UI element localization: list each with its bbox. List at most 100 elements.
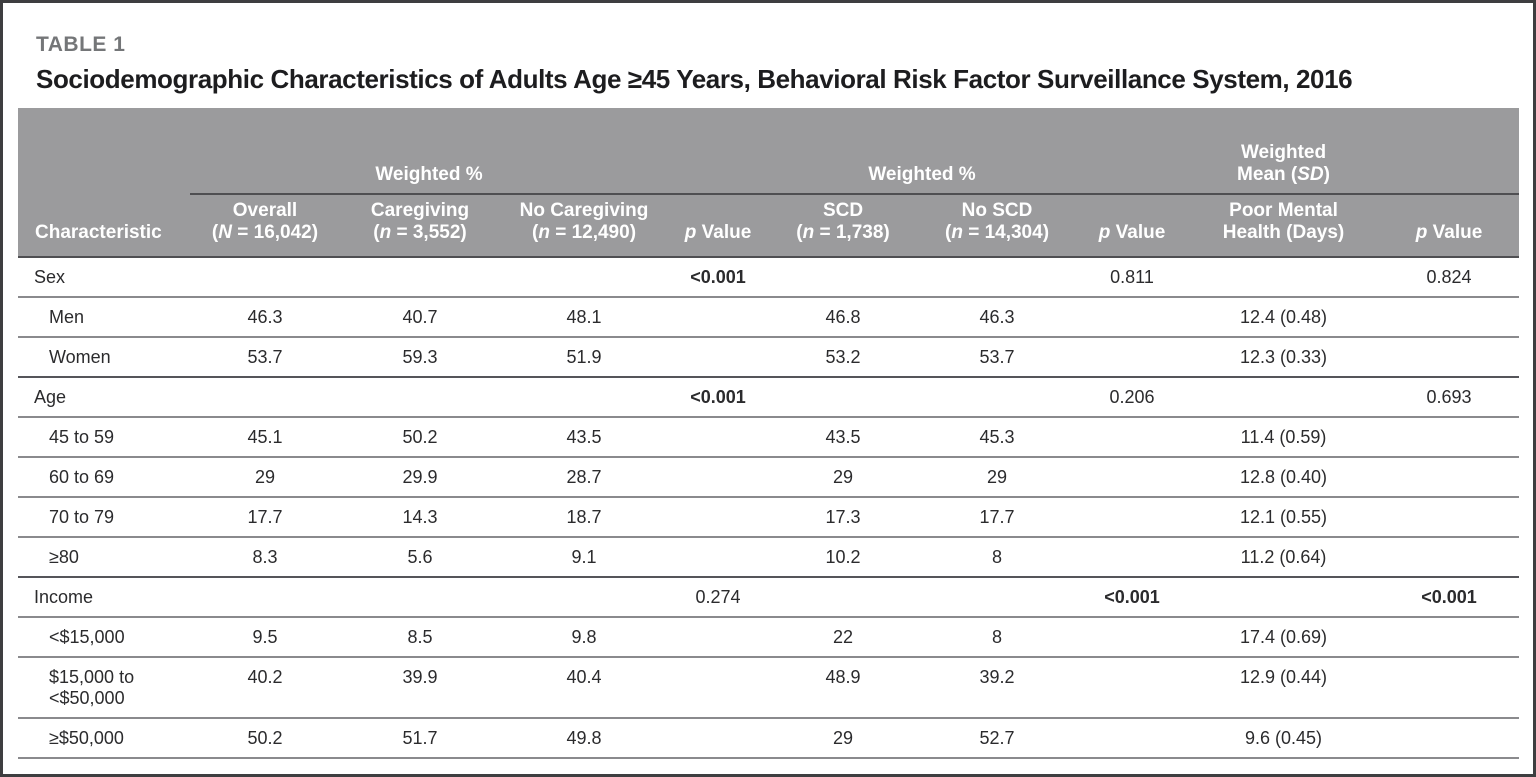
section-row: Income 0.274 <0.001 <0.001 bbox=[18, 577, 1520, 617]
value-cell bbox=[340, 577, 500, 617]
row-label: Income bbox=[34, 587, 94, 607]
value-cell bbox=[1076, 417, 1188, 457]
value-cell bbox=[1076, 297, 1188, 337]
spanner-gap bbox=[668, 108, 768, 195]
value-cell: 46.8 bbox=[825, 307, 861, 327]
value-cell: 40.4 bbox=[566, 667, 602, 687]
row-label: <$15,000 bbox=[49, 627, 125, 647]
section-row: Sex <0.001 0.811 0.824 bbox=[18, 257, 1520, 297]
value-cell: 49.8 bbox=[566, 728, 602, 748]
value-cell bbox=[1188, 377, 1379, 417]
value-cell: 0.206 bbox=[1109, 387, 1155, 407]
value-cell bbox=[918, 377, 1076, 417]
spanner-weighted-pct-scd: Weighted % bbox=[768, 108, 1077, 195]
section-row: Age <0.001 0.206 0.693 bbox=[18, 377, 1520, 417]
value-cell bbox=[190, 577, 340, 617]
value-cell: 29 bbox=[254, 467, 276, 487]
value-cell: 39.9 bbox=[402, 667, 438, 687]
spanner-weighted-mean: Weighted Mean (SD) bbox=[1188, 108, 1380, 195]
value-cell bbox=[1379, 457, 1519, 497]
column-header-caregiving: Caregiving (n = 3,552) bbox=[340, 194, 500, 257]
value-cell: 28.7 bbox=[566, 467, 602, 487]
value-cell: 18.7 bbox=[566, 507, 602, 527]
value-cell: 29.9 bbox=[402, 467, 438, 487]
value-cell bbox=[918, 257, 1076, 297]
value-cell bbox=[668, 617, 768, 657]
value-cell bbox=[668, 337, 768, 377]
value-cell bbox=[1379, 617, 1519, 657]
value-cell bbox=[1379, 337, 1519, 377]
value-cell: 22 bbox=[832, 627, 854, 647]
value-cell: 14.3 bbox=[402, 507, 438, 527]
spanner-gap bbox=[1379, 108, 1520, 195]
column-header-characteristic: Characteristic bbox=[18, 194, 190, 257]
data-table: Weighted % Weighted % Weighted Mean (SD)… bbox=[18, 108, 1520, 759]
value-cell: 9.6 (0.45) bbox=[1244, 728, 1323, 748]
row-label: ≥$50,000 bbox=[49, 728, 124, 748]
column-header-poor-mental-health: Poor Mental Health (Days) bbox=[1188, 194, 1380, 257]
value-cell: 43.5 bbox=[566, 427, 602, 447]
column-header-p-value-2: p Value bbox=[1076, 194, 1189, 257]
row-label: 45 to 59 bbox=[49, 427, 115, 447]
value-cell: 10.2 bbox=[825, 547, 861, 567]
value-cell: 53.7 bbox=[247, 347, 283, 367]
value-cell: 12.3 (0.33) bbox=[1239, 347, 1328, 367]
row-label: 60 to 69 bbox=[49, 467, 115, 487]
value-cell bbox=[1379, 537, 1519, 577]
value-cell bbox=[340, 257, 500, 297]
value-cell bbox=[1379, 297, 1519, 337]
table-title: Sociodemographic Characteristics of Adul… bbox=[36, 64, 1353, 94]
value-cell bbox=[500, 377, 668, 417]
value-cell: 8.3 bbox=[252, 547, 278, 567]
row-label: Age bbox=[34, 387, 67, 407]
value-cell bbox=[668, 417, 768, 457]
value-cell: 29 bbox=[986, 467, 1008, 487]
column-header-no-caregiving: No Caregiving (n = 12,490) bbox=[500, 194, 668, 257]
value-cell: 9.8 bbox=[571, 627, 597, 647]
value-cell: 45.3 bbox=[979, 427, 1015, 447]
value-cell: 51.7 bbox=[402, 728, 438, 748]
value-cell: 11.2 (0.64) bbox=[1240, 547, 1327, 567]
value-cell: 45.1 bbox=[247, 427, 283, 447]
value-cell: 12.8 (0.40) bbox=[1239, 467, 1328, 487]
value-cell bbox=[1076, 337, 1188, 377]
value-cell bbox=[668, 537, 768, 577]
value-cell bbox=[1076, 718, 1188, 758]
value-cell: 12.1 (0.55) bbox=[1239, 507, 1328, 527]
spanner-gap bbox=[1076, 108, 1189, 195]
value-cell: 9.5 bbox=[252, 627, 278, 647]
value-cell bbox=[190, 257, 340, 297]
value-cell: <0.001 bbox=[1104, 587, 1160, 607]
data-row: <$15,000 9.5 8.5 9.8 22 8 17.4 (0.69) bbox=[18, 617, 1520, 657]
value-cell bbox=[190, 377, 340, 417]
value-cell bbox=[1188, 257, 1379, 297]
value-cell bbox=[1076, 657, 1188, 718]
value-cell: 8 bbox=[992, 627, 1003, 647]
value-cell: 0.811 bbox=[1110, 267, 1154, 287]
column-header-p-value-3: p Value bbox=[1379, 194, 1520, 257]
value-cell bbox=[1076, 537, 1188, 577]
column-header-no-scd: No SCD (n = 14,304) bbox=[918, 194, 1077, 257]
value-cell bbox=[668, 457, 768, 497]
value-cell: 51.9 bbox=[566, 347, 602, 367]
value-cell bbox=[500, 257, 668, 297]
value-cell bbox=[668, 657, 768, 718]
value-cell: <0.001 bbox=[1421, 587, 1477, 607]
value-cell: 46.3 bbox=[979, 307, 1015, 327]
value-cell: 48.9 bbox=[825, 667, 861, 687]
value-cell: 48.1 bbox=[566, 307, 602, 327]
value-cell bbox=[1188, 577, 1379, 617]
value-cell: 50.2 bbox=[247, 728, 283, 748]
value-cell: 17.7 bbox=[979, 507, 1015, 527]
spanner-row: Weighted % Weighted % Weighted Mean (SD) bbox=[18, 108, 1520, 195]
value-cell: 9.1 bbox=[571, 547, 597, 567]
value-cell: 39.2 bbox=[979, 667, 1015, 687]
value-cell: 0.274 bbox=[695, 587, 741, 607]
value-cell: 8.5 bbox=[407, 627, 433, 647]
data-row: $15,000 to <$50,000 40.2 39.9 40.4 48.9 39.2 1… bbox=[18, 657, 1520, 718]
value-cell: 8 bbox=[992, 547, 1003, 567]
data-row: 45 to 59 45.1 50.2 43.5 43.5 45.3 11.4 (0.59) bbox=[18, 417, 1520, 457]
row-label: $15,000 to <$50,000 bbox=[49, 667, 135, 708]
row-label: Sex bbox=[34, 267, 66, 287]
data-row: 60 to 69 29 29.9 28.7 29 29 12.8 (0.40) bbox=[18, 457, 1520, 497]
